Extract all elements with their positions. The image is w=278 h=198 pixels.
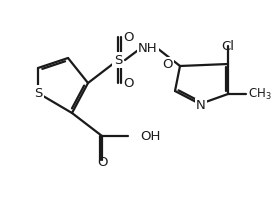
Text: O: O [123,30,133,44]
Text: S: S [114,53,122,67]
Text: CH$_3$: CH$_3$ [248,87,272,102]
Text: N: N [196,99,206,112]
Text: O: O [163,57,173,70]
Text: S: S [34,87,42,100]
Text: NH: NH [138,42,158,54]
Text: O: O [123,76,133,89]
Text: Cl: Cl [222,40,235,53]
Text: O: O [97,156,107,169]
Text: OH: OH [140,129,160,143]
